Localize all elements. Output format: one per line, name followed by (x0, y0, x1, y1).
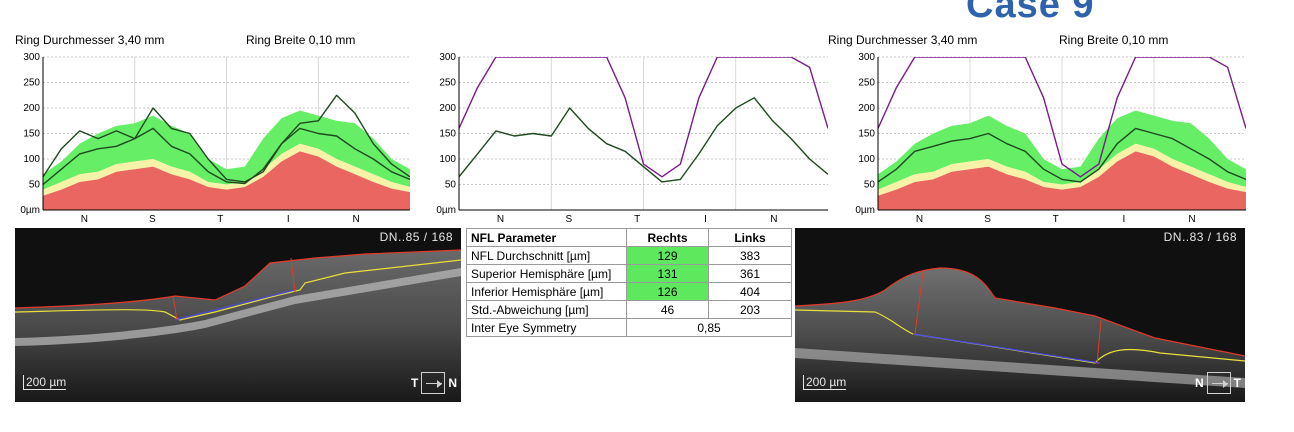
tsnit-chart-middle: 300 250 200 150 100 50 0µm N S T I N (436, 52, 828, 225)
ring-diameter-right: Ring Durchmesser 3,40 mm (828, 33, 978, 47)
value-rechts: 129 (626, 246, 709, 265)
row-label: Superior Hemisphäre [µm] (466, 264, 627, 283)
scan-id-right: DN..83 / 168 (1163, 230, 1237, 244)
y-tick-label: 100 (858, 154, 875, 165)
y-tick-label: 250 (23, 78, 40, 89)
header-parameter: NFL Parameter (466, 228, 627, 247)
y-tick-label: 200 (23, 103, 40, 114)
tsnit-chart-left: 300 250 200 150 100 50 0µm N S T I N (20, 52, 410, 225)
oct-scan-left: DN..85 / 168 200 µm T N (15, 228, 461, 402)
orientation-temporal-label: T (1233, 376, 1241, 390)
scale-bar-left: 200 µm (23, 375, 67, 390)
orientation-indicator-right: N T (1195, 372, 1241, 394)
x-tick-label: N (353, 214, 360, 225)
x-tick-label: S (984, 214, 991, 225)
oct-image-left (15, 249, 461, 402)
x-tick-label: N (770, 214, 777, 225)
tsnit-chart-right: 300 250 200 150 100 50 0µm N S T I N (855, 52, 1246, 225)
ring-width-right: Ring Breite 0,10 mm (1059, 33, 1169, 47)
series-line-0 (459, 97, 828, 183)
value-links: 383 (708, 246, 792, 265)
table-row: Superior Hemisphäre [µm] 131 361 (466, 264, 792, 283)
borderline-band (878, 143, 1246, 196)
y-tick-label: 250 (858, 78, 875, 89)
x-tick-label: S (149, 214, 156, 225)
value-rechts: 46 (626, 300, 709, 319)
series-line-0 (878, 127, 1246, 183)
y-tick-label: 100 (439, 154, 456, 165)
plot-area (43, 94, 410, 210)
y-tick-label: 0µm (855, 205, 875, 216)
y-tick-label: 250 (439, 78, 456, 89)
y-tick-label: 50 (864, 180, 876, 191)
series-line-1 (878, 57, 1246, 178)
value-rechts: 131 (626, 264, 709, 283)
y-tick-label: 300 (439, 52, 456, 63)
header-links: Links (708, 228, 792, 247)
y-tick-label: 150 (439, 129, 456, 140)
scale-bar-right: 200 µm (803, 375, 847, 390)
x-tick-label: T (634, 214, 640, 225)
table-row: NFL Durchschnitt [µm] 129 383 (466, 246, 792, 265)
header-rechts: Rechts (626, 228, 709, 247)
borderline-band (43, 143, 410, 196)
table-header-row: NFL Parameter Rechts Links (466, 228, 792, 247)
y-tick-label: 150 (23, 129, 40, 140)
y-tick-label: 50 (29, 180, 41, 191)
series-line-1 (459, 57, 828, 178)
orientation-indicator-left: T N (411, 372, 457, 394)
y-tick-label: 100 (23, 154, 40, 165)
y-tick-label: 300 (858, 52, 875, 63)
orientation-temporal-label: T (410, 376, 419, 390)
x-tick-label: T (1053, 214, 1059, 225)
series-line-0 (43, 94, 410, 183)
symmetry-value: 0,85 (626, 318, 792, 337)
row-label: Inferior Hemisphäre [µm] (466, 282, 627, 301)
orientation-nasal-label: N (448, 376, 457, 390)
x-tick-label: N (81, 214, 88, 225)
ring-width-left: Ring Breite 0,10 mm (246, 33, 356, 47)
arrow-right-icon (421, 372, 446, 394)
x-tick-label: I (704, 214, 707, 225)
y-tick-label: 200 (439, 103, 456, 114)
table-row: Std.-Abweichung [µm] 46 203 (466, 300, 792, 319)
table-row: Inferior Hemisphäre [µm] 126 404 (466, 282, 792, 301)
y-tick-label: 50 (445, 180, 457, 191)
y-tick-label: 0µm (436, 205, 456, 216)
y-tick-label: 150 (858, 129, 875, 140)
orientation-nasal-label: N (1194, 376, 1204, 390)
scan-id-left: DN..85 / 168 (379, 230, 453, 244)
x-tick-label: I (287, 214, 290, 225)
y-tick-label: 300 (23, 52, 40, 63)
abnormal-band (43, 151, 410, 210)
x-tick-label: T (217, 214, 223, 225)
y-tick-label: 0µm (20, 205, 40, 216)
x-tick-label: N (497, 214, 504, 225)
plot-area (878, 57, 1246, 210)
symmetry-label: Inter Eye Symmetry (466, 318, 627, 337)
value-links: 203 (708, 300, 792, 319)
x-tick-label: N (1188, 214, 1195, 225)
oct-scan-right: DN..83 / 168 200 µm N T (795, 228, 1245, 402)
x-tick-label: S (566, 214, 573, 225)
oct-image-right (795, 267, 1245, 402)
ring-diameter-left: Ring Durchmesser 3,40 mm (15, 33, 165, 47)
nfl-parameter-table: NFL Parameter Rechts Links NFL Durchschn… (466, 228, 792, 337)
value-rechts: 126 (626, 282, 709, 301)
x-tick-label: I (1122, 214, 1125, 225)
row-label: Std.-Abweichung [µm] (466, 300, 627, 319)
x-tick-label: N (916, 214, 923, 225)
series-line-1 (43, 127, 410, 186)
value-links: 361 (708, 264, 792, 283)
case-title: Case 9 (966, 0, 1095, 26)
plot-area (459, 57, 828, 183)
row-label: NFL Durchschnitt [µm] (466, 246, 627, 265)
normal-band (878, 110, 1246, 190)
normal-band (43, 110, 410, 190)
table-row: Inter Eye Symmetry 0,85 (466, 318, 792, 337)
arrow-right-icon (1206, 372, 1231, 394)
abnormal-band (878, 151, 1246, 210)
y-tick-label: 200 (858, 103, 875, 114)
value-links: 404 (708, 282, 792, 301)
